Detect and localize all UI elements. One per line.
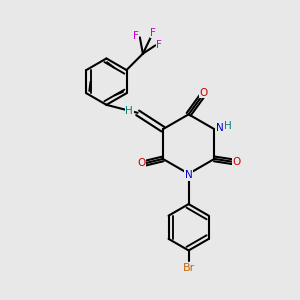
Text: N: N (216, 123, 224, 133)
Text: O: O (137, 158, 146, 168)
Text: F: F (134, 31, 139, 41)
Text: O: O (200, 88, 208, 98)
Text: F: F (156, 40, 162, 50)
Text: N: N (185, 170, 193, 180)
Text: F: F (150, 28, 156, 38)
Text: Br: Br (182, 263, 195, 273)
Text: H: H (125, 106, 133, 116)
Text: O: O (232, 157, 241, 167)
Text: H: H (224, 121, 232, 130)
